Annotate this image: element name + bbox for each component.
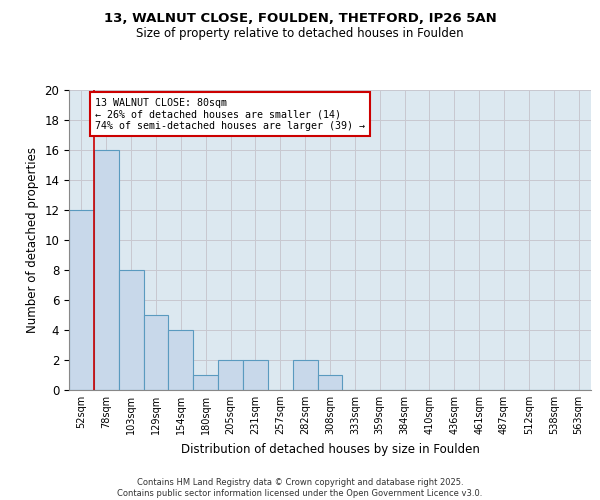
Bar [293, 360, 317, 390]
Bar [119, 270, 143, 390]
Bar [69, 210, 94, 390]
Y-axis label: Number of detached properties: Number of detached properties [26, 147, 39, 333]
Bar [94, 150, 119, 390]
X-axis label: Distribution of detached houses by size in Foulden: Distribution of detached houses by size … [181, 442, 479, 456]
Text: 13, WALNUT CLOSE, FOULDEN, THETFORD, IP26 5AN: 13, WALNUT CLOSE, FOULDEN, THETFORD, IP2… [104, 12, 496, 26]
Text: Size of property relative to detached houses in Foulden: Size of property relative to detached ho… [136, 28, 464, 40]
Bar [193, 375, 218, 390]
Bar [218, 360, 243, 390]
Bar [243, 360, 268, 390]
Text: Contains HM Land Registry data © Crown copyright and database right 2025.
Contai: Contains HM Land Registry data © Crown c… [118, 478, 482, 498]
Text: 13 WALNUT CLOSE: 80sqm
← 26% of detached houses are smaller (14)
74% of semi-det: 13 WALNUT CLOSE: 80sqm ← 26% of detached… [95, 98, 365, 130]
Bar [143, 315, 169, 390]
Bar [317, 375, 343, 390]
Bar [169, 330, 193, 390]
